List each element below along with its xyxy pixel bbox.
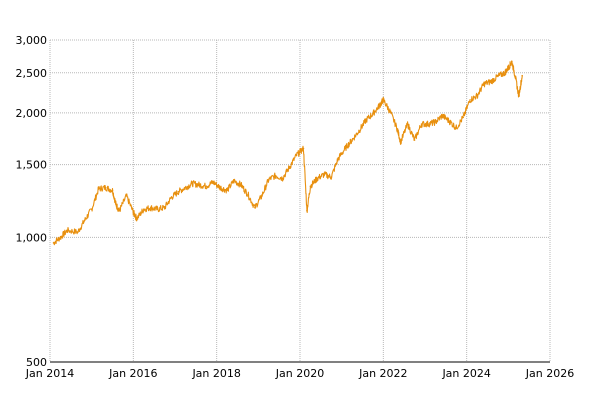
x-tick-label: Jan 2020 <box>275 367 324 380</box>
data-point <box>125 195 128 197</box>
data-point <box>351 139 353 141</box>
series-group <box>52 60 523 246</box>
data-point <box>372 113 374 115</box>
data-point <box>490 80 492 83</box>
x-tick-label: Jan 2026 <box>525 367 574 380</box>
y-tick-label: 500 <box>26 356 47 369</box>
data-point <box>184 186 187 189</box>
data-point <box>115 203 117 206</box>
data-point <box>504 72 506 74</box>
y-tick-labels: 500 1,000 1,500 2,000 2,500 3,000 <box>16 34 48 369</box>
data-point <box>90 208 93 210</box>
data-point <box>261 195 263 197</box>
data-point <box>177 190 180 193</box>
data-point <box>507 67 510 69</box>
data-point <box>302 147 305 150</box>
data-point <box>281 177 284 180</box>
data-point <box>254 206 256 209</box>
series-line <box>53 60 523 246</box>
data-point <box>469 99 471 101</box>
x-tick-label: Jan 2024 <box>441 367 490 380</box>
data-point <box>77 231 79 233</box>
data-point <box>52 242 55 244</box>
data-point <box>462 116 465 119</box>
data-point <box>306 210 308 212</box>
data-point <box>420 123 423 125</box>
data-point <box>149 206 152 209</box>
data-point <box>274 174 277 177</box>
data-point <box>83 219 86 222</box>
data-point <box>382 99 385 101</box>
grid-lines <box>49 39 551 363</box>
data-point <box>448 120 451 122</box>
y-tick-label: 1,500 <box>16 159 48 172</box>
data-point <box>205 185 208 187</box>
data-point <box>337 157 340 160</box>
data-point <box>219 186 221 189</box>
data-point <box>344 147 346 150</box>
data-point <box>143 208 145 210</box>
data-point <box>389 111 392 113</box>
y-tick-label: 2,500 <box>16 67 48 80</box>
data-point <box>104 186 107 189</box>
data-point <box>358 130 360 132</box>
data-point <box>170 196 173 199</box>
x-tick-labels: Jan 2014 Jan 2016 Jan 2018 Jan 2020 Jan 2022… <box>25 367 574 380</box>
data-point <box>365 119 367 121</box>
data-point <box>136 217 138 220</box>
data-point <box>132 211 135 214</box>
data-point <box>268 178 270 181</box>
data-point <box>406 123 409 125</box>
data-point <box>118 210 121 212</box>
data-point <box>413 139 416 141</box>
y-tick-label: 2,000 <box>16 107 48 120</box>
data-point <box>198 184 201 186</box>
data-point <box>399 141 402 143</box>
x-tick-label: Jan 2018 <box>191 367 240 380</box>
data-point <box>163 206 166 209</box>
data-point <box>212 181 214 183</box>
data-point <box>323 173 326 176</box>
data-point <box>111 189 114 192</box>
data-point <box>379 104 381 106</box>
y-tick-label: 3,000 <box>16 34 48 47</box>
data-point <box>514 75 517 78</box>
data-point <box>97 188 100 190</box>
data-point <box>427 123 430 125</box>
data-point <box>191 182 194 185</box>
data-point <box>59 236 62 239</box>
data-point <box>240 184 242 186</box>
data-point <box>247 193 249 196</box>
data-point <box>476 94 478 97</box>
data-point <box>330 176 333 178</box>
data-point <box>226 189 228 192</box>
data-point <box>156 208 159 210</box>
y-tick-label: 1,000 <box>16 231 48 244</box>
x-tick-label: Jan 2014 <box>25 367 74 380</box>
data-point <box>441 114 444 117</box>
data-point <box>233 180 235 182</box>
data-point <box>288 166 291 168</box>
data-point <box>66 229 69 232</box>
data-point <box>483 83 485 85</box>
x-tick-label: Jan 2016 <box>108 367 157 380</box>
data-point <box>455 127 458 129</box>
data-point <box>396 128 399 130</box>
data-point <box>309 185 312 187</box>
data-point <box>316 177 319 180</box>
data-point <box>434 121 437 123</box>
data-point <box>511 60 513 63</box>
data-point <box>518 94 520 97</box>
data-point <box>521 74 523 77</box>
x-tick-label: Jan 2022 <box>358 367 407 380</box>
data-point <box>497 75 499 78</box>
data-point <box>295 154 298 156</box>
